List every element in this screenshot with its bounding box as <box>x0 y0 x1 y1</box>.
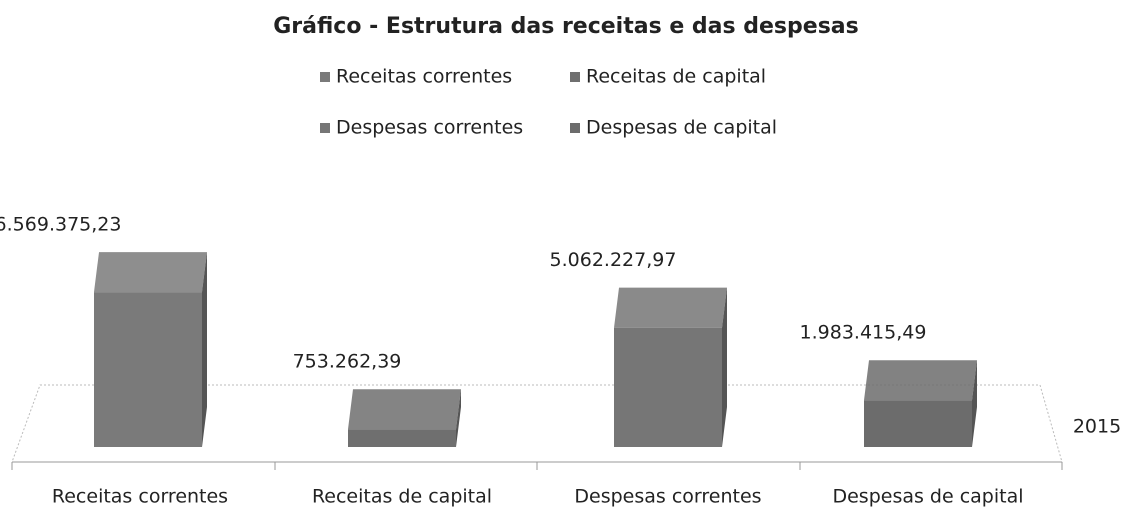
bar <box>614 287 727 447</box>
bar-face <box>94 252 207 293</box>
depth-label: 2015 <box>1073 416 1121 438</box>
legend-swatch <box>320 72 330 82</box>
bar <box>864 360 977 447</box>
bar-face <box>348 429 456 447</box>
data-label: 1.983.415,49 <box>800 322 927 344</box>
x-tick-label: Receitas correntes <box>52 486 228 508</box>
legend-swatch <box>570 72 580 82</box>
bar-face <box>864 360 977 401</box>
bar-face <box>722 287 727 447</box>
legend-swatch <box>570 123 580 133</box>
legend-label: Despesas de capital <box>586 117 777 139</box>
x-tick-label: Receitas de capital <box>312 486 492 508</box>
data-label: 753.262,39 <box>293 351 402 373</box>
bar <box>348 389 461 447</box>
x-tick-label: Despesas de capital <box>832 486 1023 508</box>
chart-title: Gráfico - Estrutura das receitas e das d… <box>273 14 858 39</box>
bar-face <box>614 327 722 447</box>
bar-face <box>614 287 727 328</box>
bar-face <box>864 400 972 447</box>
legend-label: Receitas correntes <box>336 66 512 88</box>
legend-swatch <box>320 123 330 133</box>
data-label: 5.062.227,97 <box>550 249 677 271</box>
bar-face <box>456 389 461 447</box>
bar <box>94 252 207 447</box>
bar-face <box>348 389 461 430</box>
legend-label: Despesas correntes <box>336 117 523 139</box>
data-label: 6.569.375,23 <box>0 214 121 236</box>
bar-face <box>972 360 977 447</box>
x-tick-label: Despesas correntes <box>574 486 761 508</box>
legend-label: Receitas de capital <box>586 66 766 88</box>
bar-face <box>202 252 207 447</box>
bar-face <box>94 292 202 447</box>
